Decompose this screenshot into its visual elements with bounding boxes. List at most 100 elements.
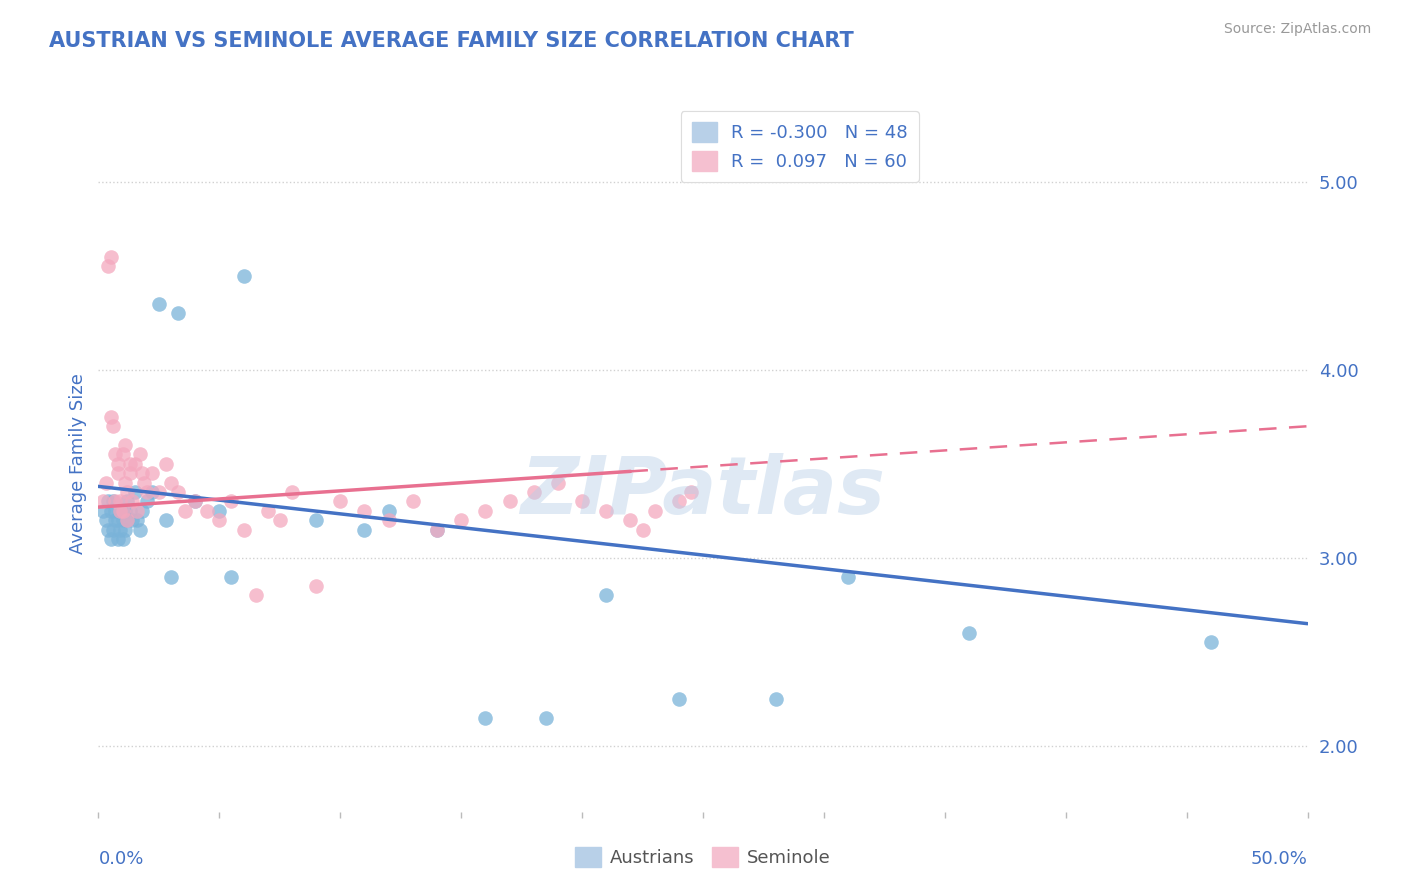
Point bbox=[498, 494, 520, 508]
Point bbox=[108, 523, 131, 537]
Point bbox=[305, 513, 328, 527]
Point bbox=[329, 494, 352, 508]
Point bbox=[232, 268, 254, 283]
Point bbox=[117, 494, 139, 508]
Point bbox=[135, 494, 157, 508]
Text: AUSTRIAN VS SEMINOLE AVERAGE FAMILY SIZE CORRELATION CHART: AUSTRIAN VS SEMINOLE AVERAGE FAMILY SIZE… bbox=[49, 31, 853, 51]
Point bbox=[91, 504, 114, 518]
Point bbox=[118, 467, 141, 481]
Point bbox=[305, 579, 328, 593]
Point bbox=[114, 475, 136, 490]
Point bbox=[111, 504, 134, 518]
Point bbox=[97, 494, 120, 508]
Point bbox=[148, 485, 170, 500]
Point bbox=[124, 457, 146, 471]
Point bbox=[1199, 635, 1222, 649]
Point bbox=[167, 306, 190, 320]
Point bbox=[111, 532, 134, 546]
Y-axis label: Average Family Size: Average Family Size bbox=[69, 374, 87, 554]
Point bbox=[107, 457, 129, 471]
Point bbox=[765, 692, 787, 706]
Point bbox=[114, 523, 136, 537]
Point bbox=[104, 504, 127, 518]
Point bbox=[134, 475, 156, 490]
Point bbox=[111, 447, 134, 461]
Point bbox=[160, 569, 183, 583]
Point bbox=[100, 532, 122, 546]
Point bbox=[837, 569, 859, 583]
Point bbox=[104, 494, 127, 508]
Point bbox=[256, 504, 278, 518]
Point bbox=[402, 494, 425, 508]
Point bbox=[474, 711, 496, 725]
Text: Source: ZipAtlas.com: Source: ZipAtlas.com bbox=[1223, 22, 1371, 37]
Point bbox=[426, 523, 449, 537]
Point bbox=[679, 485, 702, 500]
Point bbox=[160, 475, 183, 490]
Point bbox=[281, 485, 304, 500]
Point bbox=[269, 513, 291, 527]
Point bbox=[127, 513, 149, 527]
Point bbox=[94, 513, 117, 527]
Point bbox=[107, 513, 129, 527]
Point bbox=[426, 523, 449, 537]
Point bbox=[111, 513, 134, 527]
Point bbox=[117, 513, 139, 527]
Legend: R = -0.300   N = 48, R =  0.097   N = 60: R = -0.300 N = 48, R = 0.097 N = 60 bbox=[681, 112, 918, 182]
Point bbox=[107, 532, 129, 546]
Point bbox=[547, 475, 569, 490]
Point bbox=[208, 513, 231, 527]
Point bbox=[127, 504, 149, 518]
Point bbox=[108, 504, 131, 518]
Point bbox=[97, 260, 120, 274]
Point bbox=[474, 504, 496, 518]
Point bbox=[121, 494, 143, 508]
Point bbox=[195, 504, 218, 518]
Point bbox=[101, 523, 124, 537]
Point bbox=[94, 475, 117, 490]
Point bbox=[108, 494, 131, 508]
Point bbox=[184, 494, 207, 508]
Point bbox=[121, 513, 143, 527]
Point bbox=[353, 523, 375, 537]
Point bbox=[155, 457, 177, 471]
Point bbox=[957, 626, 980, 640]
Point bbox=[184, 494, 207, 508]
Point bbox=[128, 447, 150, 461]
Point bbox=[108, 504, 131, 518]
Point bbox=[644, 504, 666, 518]
Point bbox=[100, 409, 122, 424]
Point bbox=[114, 438, 136, 452]
Point bbox=[131, 504, 153, 518]
Point bbox=[534, 711, 557, 725]
Point bbox=[232, 523, 254, 537]
Point bbox=[114, 504, 136, 518]
Point bbox=[135, 485, 157, 500]
Point bbox=[141, 467, 163, 481]
Point bbox=[155, 513, 177, 527]
Point bbox=[595, 504, 617, 518]
Point bbox=[101, 419, 124, 434]
Point bbox=[124, 485, 146, 500]
Text: 0.0%: 0.0% bbox=[98, 850, 143, 868]
Point bbox=[208, 504, 231, 518]
Point bbox=[148, 297, 170, 311]
Point bbox=[91, 494, 114, 508]
Point bbox=[131, 467, 153, 481]
Point bbox=[595, 589, 617, 603]
Point bbox=[104, 447, 127, 461]
Point bbox=[450, 513, 472, 527]
Point bbox=[353, 504, 375, 518]
Point bbox=[128, 523, 150, 537]
Point bbox=[107, 467, 129, 481]
Legend: Austrians, Seminole: Austrians, Seminole bbox=[568, 839, 838, 874]
Point bbox=[117, 485, 139, 500]
Text: ZIPatlas: ZIPatlas bbox=[520, 452, 886, 531]
Point bbox=[174, 504, 197, 518]
Point bbox=[167, 485, 190, 500]
Point bbox=[141, 485, 163, 500]
Point bbox=[221, 494, 243, 508]
Point bbox=[100, 250, 122, 264]
Point bbox=[523, 485, 546, 500]
Point bbox=[668, 692, 690, 706]
